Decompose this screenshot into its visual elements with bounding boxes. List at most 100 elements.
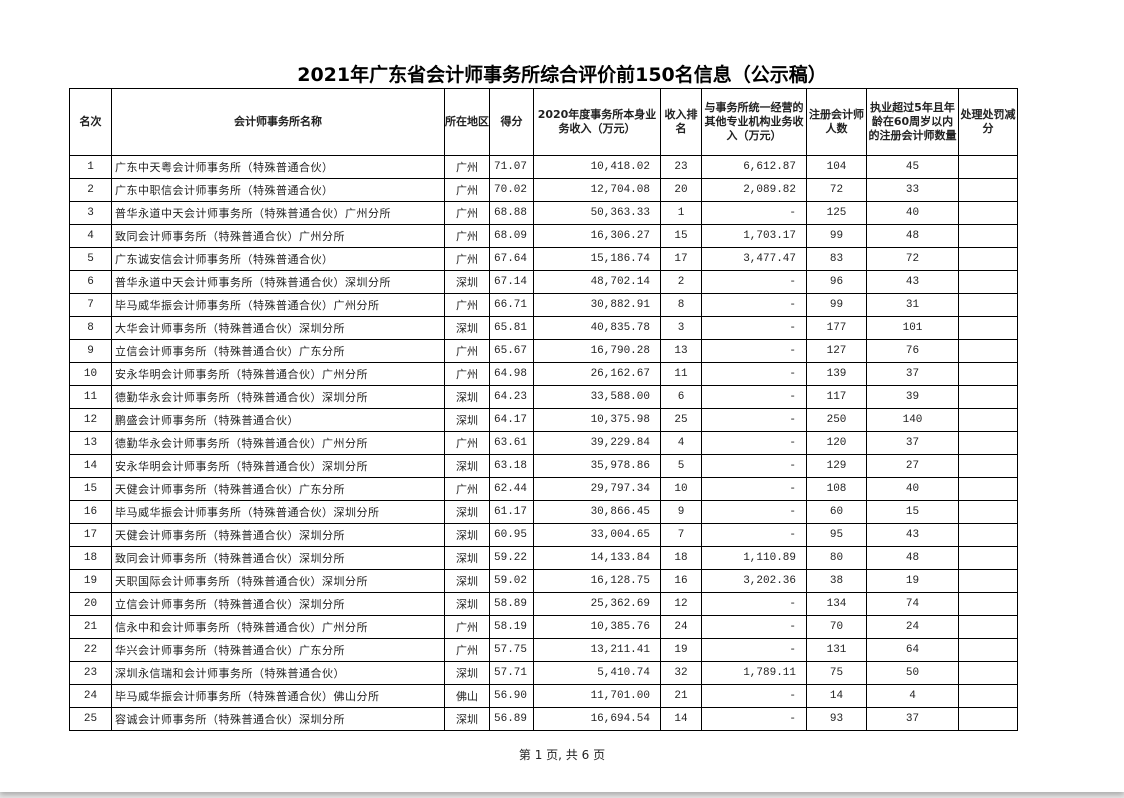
header-revenue-rank: 收入排名	[660, 88, 702, 156]
cell-revenue: 14,133.84	[533, 546, 661, 570]
cell-revenue-rank: 12	[660, 592, 702, 616]
cell-score: 61.17	[489, 500, 534, 524]
table-row: 19 天职国际会计师事务所（特殊普通合伙）深圳分所 深圳 59.02 16,128.75…	[69, 569, 1018, 593]
cell-cpa-count: 117	[806, 385, 867, 409]
cell-revenue-rank: 9	[660, 500, 702, 524]
cell-revenue: 10,375.98	[533, 408, 661, 432]
cell-score: 66.71	[489, 293, 534, 317]
cell-qualified-cpa-count: 31	[866, 293, 959, 317]
cell-rank: 25	[69, 707, 112, 731]
cell-other-revenue: 3,202.36	[701, 569, 807, 593]
cell-penalty-deduction	[958, 569, 1018, 593]
cell-penalty-deduction	[958, 178, 1018, 202]
cell-score: 68.09	[489, 224, 534, 248]
cell-score: 65.81	[489, 316, 534, 340]
cell-firm-name: 普华永道中天会计师事务所（特殊普通合伙）深圳分所	[111, 270, 445, 294]
cell-firm-name: 毕马威华振会计师事务所（特殊普通合伙）佛山分所	[111, 684, 445, 708]
cell-qualified-cpa-count: 50	[866, 661, 959, 685]
cell-other-revenue: -	[701, 707, 807, 731]
cell-rank: 4	[69, 224, 112, 248]
cell-firm-name: 安永华明会计师事务所（特殊普通合伙）深圳分所	[111, 454, 445, 478]
cell-other-revenue: -	[701, 270, 807, 294]
cell-cpa-count: 60	[806, 500, 867, 524]
cell-firm-name: 德勤华永会计师事务所（特殊普通合伙）广州分所	[111, 431, 445, 455]
cell-rank: 19	[69, 569, 112, 593]
cell-cpa-count: 127	[806, 339, 867, 363]
cell-score: 70.02	[489, 178, 534, 202]
cell-region: 广州	[444, 293, 490, 317]
cell-rank: 5	[69, 247, 112, 271]
cell-penalty-deduction	[958, 477, 1018, 501]
cell-revenue-rank: 19	[660, 638, 702, 662]
cell-firm-name: 致同会计师事务所（特殊普通合伙）广州分所	[111, 224, 445, 248]
cell-firm-name: 天健会计师事务所（特殊普通合伙）广东分所	[111, 477, 445, 501]
cell-revenue-rank: 3	[660, 316, 702, 340]
table-row: 22 华兴会计师事务所（特殊普通合伙）广东分所 广州 57.75 13,211.41 19…	[69, 638, 1018, 662]
cell-other-revenue: 2,089.82	[701, 178, 807, 202]
cell-revenue-rank: 5	[660, 454, 702, 478]
cell-score: 64.23	[489, 385, 534, 409]
cell-other-revenue: 1,703.17	[701, 224, 807, 248]
cell-region: 深圳	[444, 500, 490, 524]
table-row: 25 容诚会计师事务所（特殊普通合伙）深圳分所 深圳 56.89 16,694.54 14…	[69, 707, 1018, 731]
cell-cpa-count: 83	[806, 247, 867, 271]
cell-penalty-deduction	[958, 638, 1018, 662]
cell-revenue-rank: 2	[660, 270, 702, 294]
cell-score: 67.14	[489, 270, 534, 294]
page-title: 2021年广东省会计师事务所综合评价前150名信息（公示稿）	[297, 64, 827, 86]
cell-cpa-count: 139	[806, 362, 867, 386]
cell-score: 63.18	[489, 454, 534, 478]
header-cpa-count: 注册会计师人数	[806, 88, 867, 156]
cell-score: 57.75	[489, 638, 534, 662]
cell-score: 56.90	[489, 684, 534, 708]
cell-qualified-cpa-count: 37	[866, 362, 959, 386]
ranking-table: 名次 会计师事务所名称 所在地区 得分 2020年度事务所本身业务收入（万元） …	[69, 88, 1018, 731]
cell-cpa-count: 70	[806, 615, 867, 639]
cell-cpa-count: 99	[806, 224, 867, 248]
cell-penalty-deduction	[958, 247, 1018, 271]
cell-firm-name: 信永中和会计师事务所（特殊普通合伙）广州分所	[111, 615, 445, 639]
cell-firm-name: 天职国际会计师事务所（特殊普通合伙）深圳分所	[111, 569, 445, 593]
table-row: 17 天健会计师事务所（特殊普通合伙）深圳分所 深圳 60.95 33,004.65 7-…	[69, 523, 1018, 547]
cell-rank: 8	[69, 316, 112, 340]
cell-penalty-deduction	[958, 201, 1018, 225]
table-row: 6 普华永道中天会计师事务所（特殊普通合伙）深圳分所 深圳 67.14 48,702.1…	[69, 270, 1018, 294]
cell-qualified-cpa-count: 72	[866, 247, 959, 271]
cell-qualified-cpa-count: 76	[866, 339, 959, 363]
cell-region: 广州	[444, 201, 490, 225]
cell-region: 深圳	[444, 523, 490, 547]
cell-penalty-deduction	[958, 454, 1018, 478]
cell-penalty-deduction	[958, 661, 1018, 685]
cell-rank: 7	[69, 293, 112, 317]
cell-qualified-cpa-count: 19	[866, 569, 959, 593]
cell-firm-name: 德勤华永会计师事务所（特殊普通合伙）深圳分所	[111, 385, 445, 409]
cell-revenue: 12,704.08	[533, 178, 661, 202]
table-row: 3 普华永道中天会计师事务所（特殊普通合伙）广州分所 广州 68.88 50,363.3…	[69, 201, 1018, 225]
cell-region: 深圳	[444, 454, 490, 478]
cell-region: 广州	[444, 155, 490, 179]
header-qualified-cpa-count: 执业超过5年且年龄在60周岁以内的注册会计师数量	[866, 88, 959, 156]
cell-cpa-count: 134	[806, 592, 867, 616]
cell-rank: 21	[69, 615, 112, 639]
cell-firm-name: 深圳永信瑞和会计师事务所（特殊普通合伙）	[111, 661, 445, 685]
cell-revenue-rank: 17	[660, 247, 702, 271]
cell-other-revenue: 6,612.87	[701, 155, 807, 179]
cell-other-revenue: -	[701, 500, 807, 524]
cell-firm-name: 华兴会计师事务所（特殊普通合伙）广东分所	[111, 638, 445, 662]
cell-other-revenue: -	[701, 638, 807, 662]
cell-revenue-rank: 13	[660, 339, 702, 363]
cell-region: 深圳	[444, 316, 490, 340]
cell-revenue: 48,702.14	[533, 270, 661, 294]
cell-firm-name: 致同会计师事务所（特殊普通合伙）深圳分所	[111, 546, 445, 570]
cell-firm-name: 安永华明会计师事务所（特殊普通合伙）广州分所	[111, 362, 445, 386]
cell-rank: 17	[69, 523, 112, 547]
cell-revenue-rank: 20	[660, 178, 702, 202]
cell-region: 深圳	[444, 707, 490, 731]
cell-qualified-cpa-count: 40	[866, 477, 959, 501]
cell-rank: 24	[69, 684, 112, 708]
cell-other-revenue: 1,789.11	[701, 661, 807, 685]
cell-revenue: 16,128.75	[533, 569, 661, 593]
cell-region: 深圳	[444, 569, 490, 593]
cell-cpa-count: 99	[806, 293, 867, 317]
cell-other-revenue: -	[701, 615, 807, 639]
